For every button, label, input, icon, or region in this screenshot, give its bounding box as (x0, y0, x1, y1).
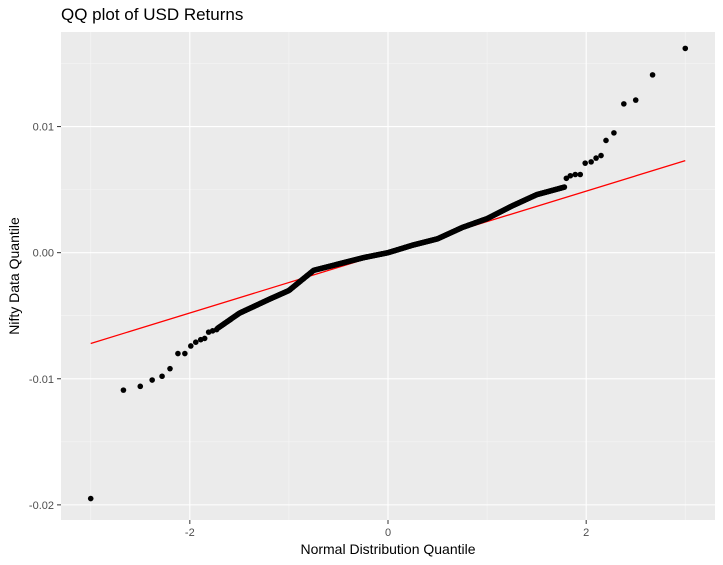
data-point (649, 72, 656, 78)
data-point (192, 339, 199, 346)
data-point (682, 45, 689, 52)
data-point (577, 171, 584, 178)
x-tick-label: 0 (385, 527, 391, 539)
data-point (149, 377, 155, 383)
data-point (175, 350, 181, 357)
data-points (87, 45, 689, 502)
data-point (159, 373, 165, 380)
x-tick-label: 2 (583, 527, 589, 539)
y-tick-label: -0.02 (29, 500, 54, 512)
data-point (572, 171, 579, 178)
data-point (603, 137, 609, 144)
data-point (182, 350, 188, 357)
y-tick-label: 0.01 (33, 122, 54, 134)
x-axis-title: Normal Distribution Quantile (300, 541, 475, 557)
data-point (561, 184, 568, 190)
data-point (137, 383, 144, 390)
data-point (167, 365, 173, 372)
x-tick-label: -2 (185, 527, 195, 539)
data-point (188, 343, 194, 349)
y-tick-label: -0.01 (29, 374, 54, 386)
chart-title: QQ plot of USD Returns (61, 5, 243, 24)
data-point (120, 387, 127, 393)
data-point (567, 172, 574, 179)
data-point (621, 101, 627, 107)
data-point (632, 97, 639, 103)
data-point (201, 335, 208, 342)
data-point (611, 130, 617, 136)
data-point (593, 155, 599, 161)
data-point (87, 495, 94, 502)
y-axis: -0.02 -0.01 0.00 0.01 (29, 122, 61, 512)
data-point (598, 152, 604, 159)
y-axis-title: Nifty Data Quantile (6, 217, 22, 335)
data-point (588, 159, 594, 165)
y-tick-label: 0.00 (33, 248, 54, 260)
data-point (582, 160, 588, 166)
x-axis: -2 0 2 (185, 520, 589, 539)
